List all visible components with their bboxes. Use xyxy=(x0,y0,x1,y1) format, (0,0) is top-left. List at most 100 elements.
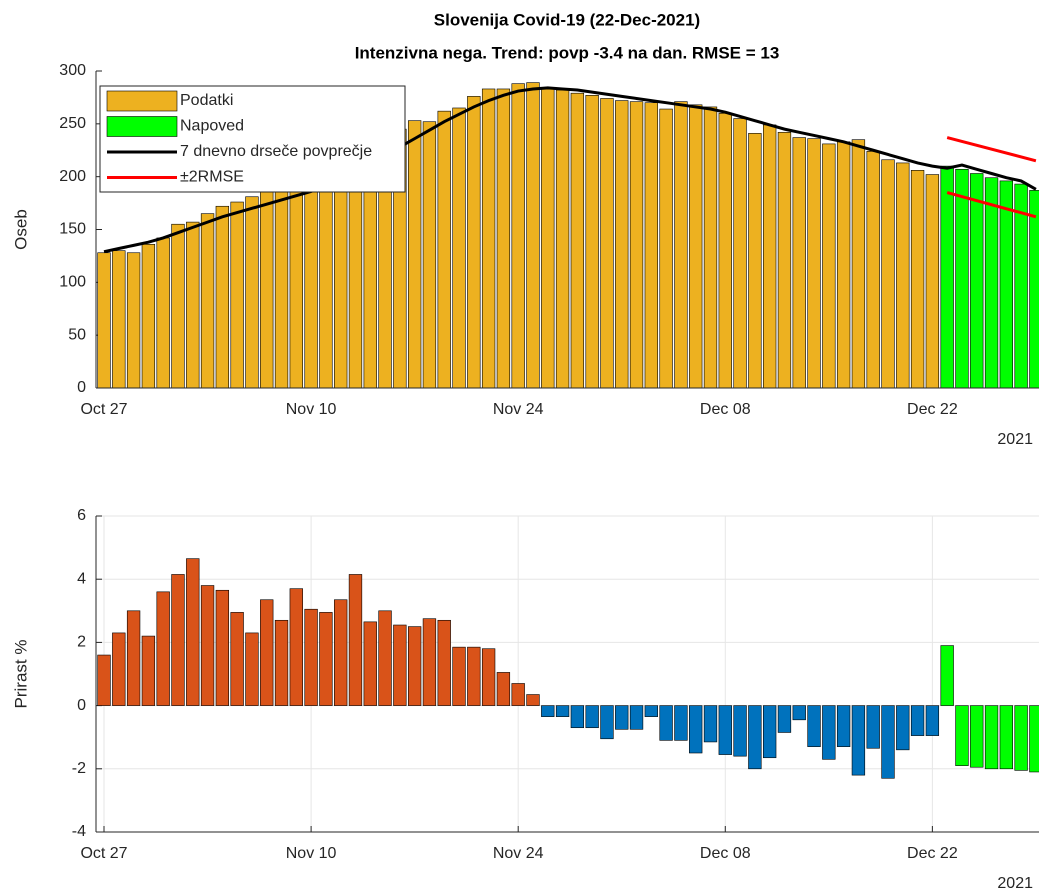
bar xyxy=(511,83,525,389)
bar xyxy=(141,243,156,389)
x-tick-label: Oct 27 xyxy=(80,401,127,418)
bar xyxy=(319,165,333,389)
x-tick-label: Dec 08 xyxy=(700,845,751,862)
bar xyxy=(910,170,925,389)
bar xyxy=(126,252,141,389)
bar xyxy=(245,196,259,389)
bar xyxy=(629,101,644,389)
bar xyxy=(200,585,215,706)
bar xyxy=(186,221,200,389)
bar xyxy=(245,632,259,706)
rmse-line xyxy=(946,191,1037,219)
y-tick-label: 250 xyxy=(59,115,86,132)
bar xyxy=(97,654,111,706)
bar xyxy=(689,705,703,754)
bar xyxy=(851,139,866,389)
bar xyxy=(156,237,170,389)
bar xyxy=(762,124,777,389)
bar xyxy=(585,705,599,729)
y-tick-label: 100 xyxy=(59,274,86,291)
bar xyxy=(378,610,392,706)
bar xyxy=(467,646,481,706)
bar xyxy=(984,705,999,770)
bar xyxy=(999,180,1013,389)
y-tick-label: 2 xyxy=(77,634,86,651)
legend-label: Napoved xyxy=(180,118,244,135)
chart-title: Slovenija Covid-19 (22-Dec-2021) xyxy=(434,10,700,29)
bar xyxy=(570,705,585,729)
y-tick-label: 4 xyxy=(77,570,86,587)
bar xyxy=(215,589,230,706)
x-tick-label: Nov 10 xyxy=(286,845,337,862)
bar xyxy=(289,588,303,706)
bar xyxy=(274,186,289,389)
legend-label: 7 dnevno drseče povprečje xyxy=(180,143,372,160)
bar xyxy=(644,705,658,717)
bar xyxy=(970,705,984,768)
bar xyxy=(925,174,940,389)
bar xyxy=(452,107,466,389)
bar xyxy=(615,100,629,389)
bar xyxy=(171,574,185,706)
bar xyxy=(422,618,437,706)
bar xyxy=(822,143,836,389)
bar xyxy=(570,92,585,389)
bar xyxy=(97,252,111,389)
bar xyxy=(526,82,540,389)
bar xyxy=(319,612,333,706)
y-tick-label: -4 xyxy=(72,823,86,840)
bar xyxy=(496,672,511,706)
bar xyxy=(600,98,614,389)
bar xyxy=(555,89,570,389)
bar xyxy=(481,648,496,706)
y-axis-label: Prirast % xyxy=(11,640,30,709)
bar xyxy=(866,705,880,749)
bar xyxy=(496,88,511,389)
bar xyxy=(511,683,525,706)
bar xyxy=(925,705,940,736)
bar xyxy=(260,191,274,389)
bar xyxy=(881,159,895,389)
bar xyxy=(156,591,170,706)
legend-label: ±2RMSE xyxy=(180,169,244,186)
bar xyxy=(674,705,688,741)
bar xyxy=(437,110,451,389)
bar xyxy=(896,705,910,751)
bar xyxy=(777,131,792,389)
bar xyxy=(260,599,274,706)
bar xyxy=(836,705,851,747)
bar xyxy=(718,705,732,755)
bar xyxy=(629,705,644,730)
bar xyxy=(748,133,762,389)
y-tick-label: 50 xyxy=(68,326,86,343)
bar xyxy=(866,151,880,389)
bar xyxy=(940,645,954,706)
bar xyxy=(955,705,969,766)
bar xyxy=(555,705,570,717)
bar xyxy=(334,160,348,389)
bar xyxy=(304,608,318,706)
bar xyxy=(896,162,910,389)
bar xyxy=(407,120,422,389)
bar xyxy=(807,705,821,747)
bar xyxy=(792,705,806,721)
legend-swatch xyxy=(106,90,178,112)
x-year-label: 2021 xyxy=(997,431,1033,448)
y-tick-label: 200 xyxy=(59,168,86,185)
bar xyxy=(274,619,289,706)
bar xyxy=(230,612,244,706)
moving-average-line xyxy=(103,86,1037,254)
legend-label: Podatki xyxy=(180,92,233,109)
bar xyxy=(659,705,673,741)
bar xyxy=(112,250,126,389)
bar xyxy=(615,705,629,730)
bar xyxy=(984,177,999,389)
x-tick-label: Nov 24 xyxy=(493,401,544,418)
bar xyxy=(304,176,318,389)
bar xyxy=(689,104,703,389)
bar xyxy=(171,223,185,389)
bar xyxy=(393,624,407,706)
bar xyxy=(777,705,792,733)
bar xyxy=(126,610,141,706)
x-tick-label: Dec 08 xyxy=(700,401,751,418)
